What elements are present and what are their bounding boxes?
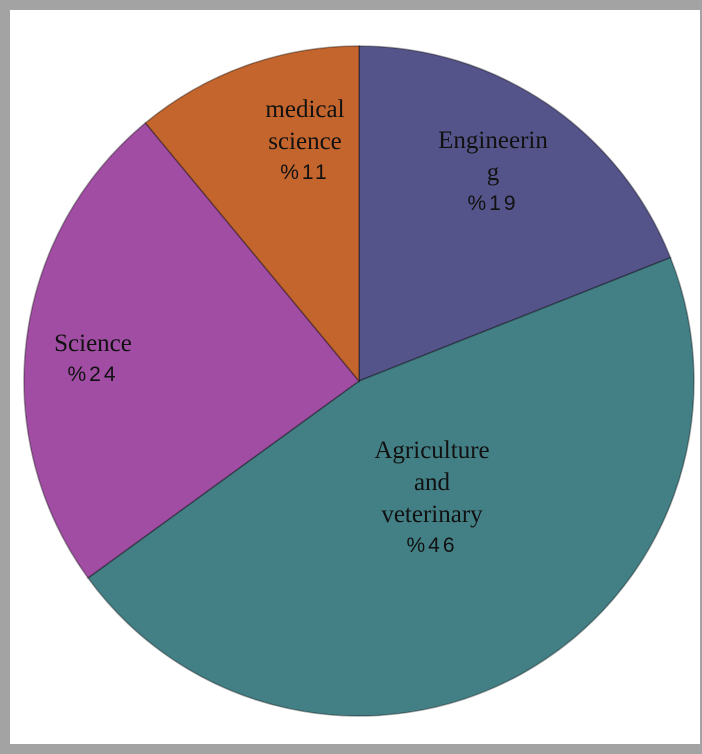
pie-slice [86,256,695,717]
slice-label: Agriculture and veterinary %46 [371,435,493,561]
slice-label: medical science %11 [245,94,365,188]
slice-label: Science %24 [23,328,163,390]
category-label: Science [54,330,132,357]
value-label: %24 [67,363,119,386]
category-label: Engineering [438,127,548,186]
slice-label: Engineering %19 [434,125,552,219]
category-label: Agriculture and veterinary [374,437,490,528]
pie-slice [23,121,361,579]
category-label: medical science [265,96,345,155]
pie-slice [144,45,360,384]
value-label: %19 [467,192,519,215]
value-label: %11 [280,161,330,184]
value-label: %46 [406,534,458,557]
pie-slice [358,45,672,383]
